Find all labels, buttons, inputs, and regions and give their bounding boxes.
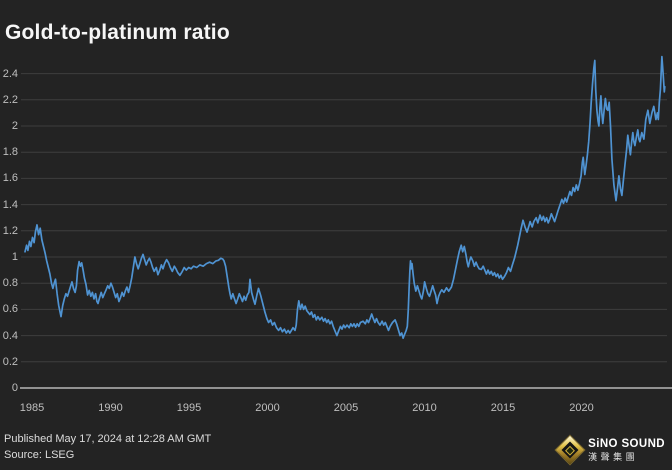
y-tick-label: 1 — [11, 251, 18, 263]
x-tick-label: 2005 — [333, 402, 359, 414]
diamond-logo-icon — [556, 435, 585, 465]
logo-text-block: SiNO SOUND 漢聲集團 — [588, 438, 665, 462]
diamond-logo-inner — [561, 441, 579, 459]
x-tick-label: 2020 — [569, 402, 594, 414]
y-tick-label: 1.4 — [2, 198, 18, 211]
ratio-line-series — [24, 55, 666, 340]
x-tick-label: 1985 — [19, 402, 45, 414]
y-tick-label: 0 — [11, 382, 18, 394]
y-tick-label: 2.4 — [2, 67, 18, 80]
y-tick-label: 0.4 — [2, 329, 18, 342]
x-tick-label: 1990 — [98, 402, 123, 414]
y-tick-label: 1.6 — [2, 172, 18, 185]
y-tick-label: 0.2 — [2, 355, 18, 368]
y-tick-label: 0.6 — [2, 303, 18, 316]
source-note: Source: LSEG — [4, 449, 75, 461]
x-tick-label: 1995 — [176, 402, 202, 414]
y-tick-label: 2 — [11, 120, 18, 132]
logo-company-name: SiNO SOUND — [588, 438, 665, 450]
published-timestamp: Published May 17, 2024 at 12:28 AM GMT — [4, 433, 212, 445]
y-tick-label: 0.8 — [2, 277, 18, 290]
y-tick-label: 1.2 — [2, 224, 18, 237]
diamond-logo-core — [565, 445, 576, 455]
sino-sound-logo: SiNO SOUND 漢聲集團 — [556, 435, 665, 465]
chart-title: Gold-to-platinum ratio — [5, 21, 230, 45]
x-tick-label: 2000 — [255, 402, 280, 414]
x-tick-label: 2010 — [412, 402, 437, 414]
y-tick-label: 2.2 — [2, 93, 18, 106]
y-tick-label: 1.8 — [2, 146, 18, 159]
x-tick-label: 2015 — [490, 402, 516, 414]
logo-company-name-cn: 漢聲集團 — [588, 452, 639, 462]
